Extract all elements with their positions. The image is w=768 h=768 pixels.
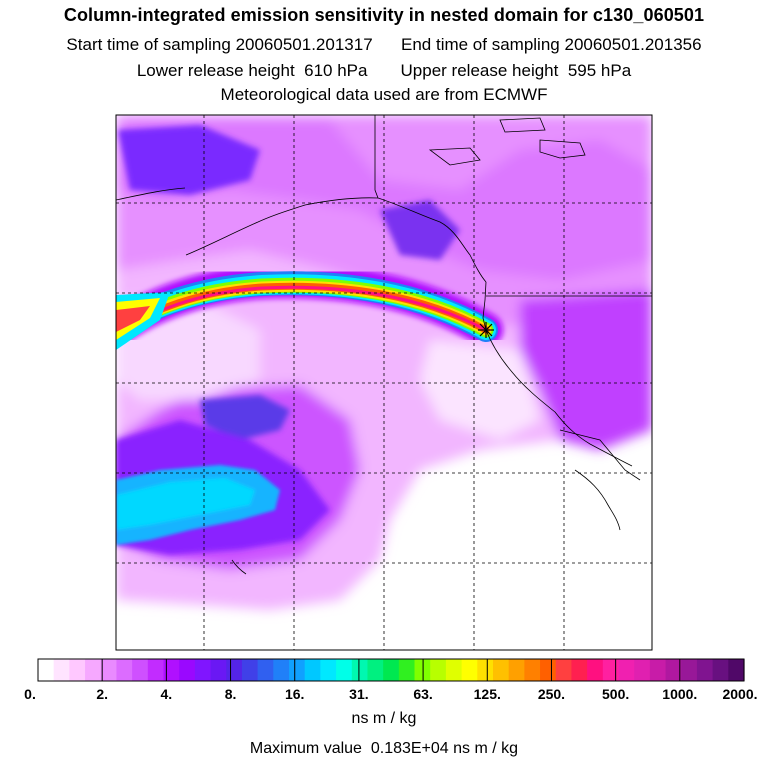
graticule bbox=[116, 115, 652, 650]
colorbar-swatch bbox=[241, 659, 259, 681]
colorbar-swatch bbox=[602, 659, 620, 681]
colorbar-tick-label: 63. bbox=[413, 686, 433, 702]
colorbar-swatch bbox=[367, 659, 384, 681]
upper-label: Upper release height bbox=[400, 61, 559, 80]
colorbar-outline bbox=[37, 658, 745, 682]
colorbar-swatch bbox=[540, 659, 557, 681]
colorbar-swatch bbox=[445, 659, 463, 681]
lower-label: Lower release height bbox=[136, 61, 295, 80]
end-label: End time of sampling bbox=[401, 35, 560, 54]
colorbar-swatch bbox=[649, 659, 667, 681]
colorbar-swatch bbox=[665, 659, 682, 681]
colorbar-swatch bbox=[163, 659, 180, 681]
colorbar-swatch bbox=[147, 659, 165, 681]
release-height-line: Lower release height 610 hPa Upper relea… bbox=[0, 61, 768, 81]
colorbar-swatch bbox=[273, 659, 290, 681]
colorbar-tick-label: 2000. bbox=[722, 686, 758, 702]
sampling-time-line: Start time of sampling 20060501.201317 E… bbox=[0, 35, 768, 55]
colorbar-swatch bbox=[508, 659, 525, 681]
colorbar-swatch bbox=[728, 659, 745, 681]
colorbar-swatch bbox=[257, 659, 274, 681]
colorbar-swatch bbox=[383, 659, 400, 681]
colorbar-swatch bbox=[179, 659, 196, 681]
colorbar-swatch bbox=[587, 659, 604, 681]
colorbar-swatch bbox=[524, 659, 541, 681]
colorbar-swatch bbox=[210, 659, 227, 681]
colorbar-swatch bbox=[398, 659, 416, 681]
colorbar-swatch bbox=[681, 659, 698, 681]
colorbar-tick-label: 0. bbox=[24, 686, 36, 702]
max-value: 0.183E+04 bbox=[370, 740, 449, 757]
release-site-star bbox=[478, 322, 494, 338]
colorbar-swatch bbox=[351, 659, 369, 681]
coastlines bbox=[116, 115, 652, 575]
colorbar-swatch bbox=[38, 659, 55, 681]
colorbar-swatch bbox=[53, 659, 70, 681]
colorbar-swatch bbox=[304, 659, 321, 681]
colorbar-swatch bbox=[194, 659, 212, 681]
colorbar-unit: ns m / kg bbox=[351, 710, 417, 727]
colorbar-swatch bbox=[712, 659, 729, 681]
map-title: Column-integrated emission sensitivity i… bbox=[63, 5, 705, 25]
plume bbox=[116, 264, 503, 350]
colorbar-swatch bbox=[571, 659, 588, 681]
colorbar-swatch bbox=[116, 659, 133, 681]
colorbar-swatch bbox=[132, 659, 149, 681]
map-frame bbox=[115, 114, 653, 651]
colorbar-tick-label: 4. bbox=[160, 686, 173, 702]
start-time: 20060501.201317 bbox=[235, 35, 373, 54]
start-label: Start time of sampling bbox=[66, 35, 231, 54]
colorbar-swatch bbox=[618, 659, 635, 681]
colorbar-tick-label: 8. bbox=[224, 686, 237, 702]
colorbar-tick-label: 125. bbox=[473, 686, 501, 702]
colorbar-tick-label: 16. bbox=[284, 686, 305, 702]
colorbar-swatch bbox=[477, 659, 494, 681]
colorbar-swatch bbox=[696, 659, 714, 681]
colorbar-swatch bbox=[461, 659, 478, 681]
colorbar-swatch bbox=[289, 659, 306, 681]
end-time: 20060501.201356 bbox=[564, 35, 702, 54]
colorbar-tick-label: 31. bbox=[349, 686, 369, 702]
colorbar-swatch bbox=[430, 659, 447, 681]
colorbar-swatch bbox=[634, 659, 651, 681]
colorbar-swatch bbox=[492, 659, 510, 681]
colorbar-swatch bbox=[555, 659, 573, 681]
colorbar-tick-label: 250. bbox=[537, 686, 566, 702]
colorbar-tick-label: 1000. bbox=[662, 686, 698, 702]
max-label: Maximum value bbox=[249, 740, 362, 757]
met-data-line: Meteorological data used are from ECMWF bbox=[220, 85, 548, 104]
lower-height: 610 hPa bbox=[304, 61, 368, 80]
colorbar-tick-label: 500. bbox=[602, 686, 630, 702]
colorbar-swatch bbox=[320, 659, 337, 681]
upper-height: 595 hPa bbox=[567, 61, 632, 80]
field-cyan-band bbox=[116, 465, 280, 545]
colorbar-swatch bbox=[100, 659, 118, 681]
max-unit: ns m / kg bbox=[453, 740, 519, 757]
colorbar-swatch bbox=[336, 659, 353, 681]
colorbar-swatch bbox=[69, 659, 86, 681]
colorbar-swatch bbox=[85, 659, 102, 681]
maximum-value-line: Maximum value 0.183E+04 ns m / kg bbox=[0, 740, 768, 758]
colorbar-tick-label: 2. bbox=[96, 686, 109, 702]
colorbar bbox=[37, 658, 745, 682]
colorbar-swatch bbox=[226, 659, 243, 681]
